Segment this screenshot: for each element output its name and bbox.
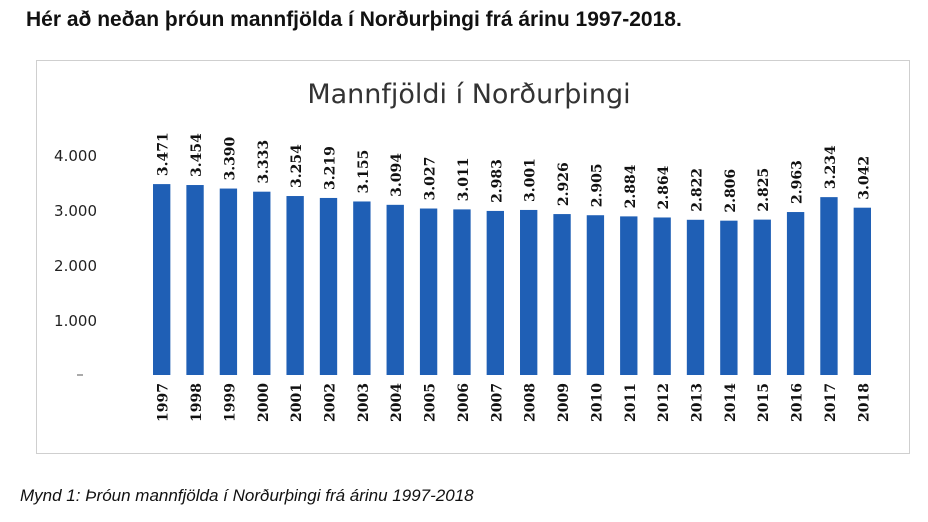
bar-value-label: 2.806 (723, 169, 739, 213)
x-tick-label: 2013 (690, 383, 706, 422)
bar (286, 196, 304, 375)
bar (153, 184, 171, 375)
bar (720, 220, 738, 375)
y-tick-label: 3.000 (54, 202, 97, 220)
population-bar-chart: Mannfjöldi í Norðurþingi 1.000 2.000 3.000… (54, 79, 873, 422)
x-tick-label: 2012 (656, 383, 672, 422)
x-tick-label: 2015 (756, 383, 772, 422)
bar-value-label: 2.825 (756, 168, 772, 212)
bar (753, 219, 771, 375)
chart-title: Mannfjöldi í Norðurþingi (307, 79, 630, 110)
bar-value-label: 2.963 (790, 160, 806, 204)
bar (786, 212, 805, 375)
x-tick-label: 2001 (289, 383, 305, 422)
y-tick-label: 1.000 (54, 312, 97, 330)
bar (219, 188, 238, 375)
bar (653, 217, 671, 375)
bar (319, 197, 338, 375)
x-tick-label: 1997 (156, 383, 172, 422)
bar-value-label: 3.333 (256, 140, 272, 184)
bar (520, 209, 538, 375)
bar (186, 185, 204, 375)
bar-value-label: 2.864 (656, 165, 672, 209)
bar (586, 215, 605, 375)
bar-value-label: 2.926 (556, 162, 572, 206)
x-tick-label: 2011 (623, 383, 639, 422)
bar-value-label: 3.027 (423, 157, 439, 201)
bar (253, 191, 271, 375)
bar-value-label: 3.001 (523, 158, 539, 202)
bar (553, 214, 571, 375)
x-tick-label: 2014 (723, 383, 739, 422)
chart-frame: Mannfjöldi í Norðurþingi 1.000 2.000 3.000… (36, 60, 910, 454)
bar (686, 219, 705, 375)
bar-value-label: 2.884 (623, 164, 639, 208)
figure-caption: Mynd 1: Þróun mannfjölda í Norðurþingi f… (20, 486, 474, 505)
x-tick-label: 2018 (856, 383, 872, 422)
x-tick-label: 2004 (389, 383, 405, 422)
bar (419, 208, 438, 375)
bars-group (153, 184, 871, 375)
bar-value-label: 3.234 (823, 145, 839, 189)
bar-value-label: 2.983 (489, 159, 505, 203)
bar-value-label: 2.822 (690, 168, 706, 212)
x-tick-label: 2002 (323, 383, 339, 422)
x-tick-labels-group: 1997 1998 1999 2000 2001 2002 2003 2004 2005 2006… (156, 383, 873, 422)
bar-value-label: 3.454 (189, 133, 205, 177)
x-tick-label: 1999 (222, 383, 238, 422)
y-tick-label: 4.000 (54, 147, 97, 165)
y-tick-label: 2.000 (54, 257, 97, 275)
bar (486, 210, 504, 375)
x-tick-label: 2003 (356, 383, 372, 422)
bar (453, 209, 471, 375)
x-tick-label: 2009 (556, 383, 572, 422)
bar (820, 197, 838, 375)
bar (386, 204, 404, 375)
x-tick-label: 2000 (256, 383, 272, 422)
x-tick-label: 2005 (423, 383, 439, 422)
bar (620, 216, 638, 375)
x-tick-label: 1998 (189, 383, 205, 422)
bar-value-label: 3.471 (156, 132, 172, 176)
x-tick-label: 2010 (589, 383, 605, 422)
bar-value-label: 3.155 (356, 150, 372, 194)
value-labels-group: 3.471 3.454 3.390 3.333 3.254 3.219 3.155 3.094… (156, 132, 873, 212)
x-tick-label: 2006 (456, 383, 472, 422)
bar (853, 207, 871, 375)
page-heading: Hér að neðan þróun mannfjölda í Norðurþi… (26, 8, 682, 31)
x-tick-label: 2017 (823, 383, 839, 422)
bar-value-label: 3.042 (856, 156, 872, 200)
bar-value-label: 3.011 (456, 158, 472, 202)
bar-value-label: 3.219 (323, 146, 339, 190)
bar (353, 201, 371, 375)
x-tick-label: 2008 (523, 383, 539, 422)
x-tick-label: 2016 (790, 383, 806, 422)
bar-value-label: 2.905 (589, 163, 605, 207)
bar-value-label: 3.094 (389, 153, 405, 197)
bar-value-label: 3.390 (222, 136, 238, 180)
bar-value-label: 3.254 (289, 144, 305, 188)
y-axis: 1.000 2.000 3.000 4.000 (54, 147, 97, 376)
x-tick-label: 2007 (489, 383, 505, 422)
